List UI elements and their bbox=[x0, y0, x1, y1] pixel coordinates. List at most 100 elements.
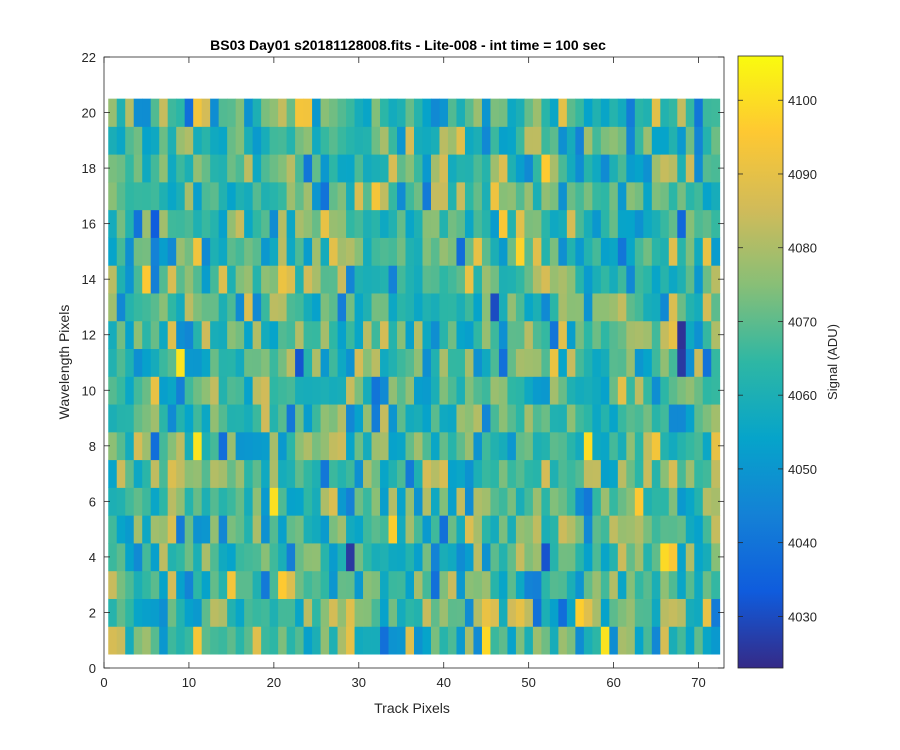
heatmap-cell bbox=[218, 487, 228, 516]
heatmap-cell bbox=[600, 376, 610, 405]
heatmap-cell bbox=[133, 154, 143, 183]
heatmap-cell bbox=[354, 98, 364, 127]
heatmap-cell bbox=[159, 320, 169, 350]
heatmap-cell bbox=[634, 626, 644, 655]
heatmap-cell bbox=[498, 431, 508, 461]
heatmap-cell bbox=[651, 431, 661, 461]
heatmap-cell bbox=[711, 376, 721, 405]
heatmap-cell bbox=[371, 181, 381, 211]
heatmap-cell bbox=[388, 293, 398, 322]
heatmap-cell bbox=[320, 487, 330, 516]
heatmap-cell bbox=[668, 348, 678, 377]
heatmap-cell bbox=[430, 181, 440, 211]
heatmap-cell bbox=[422, 598, 432, 627]
heatmap-cell bbox=[422, 487, 432, 516]
heatmap-cell bbox=[184, 543, 194, 572]
heatmap-cell bbox=[210, 320, 220, 350]
heatmap-cell bbox=[456, 570, 466, 599]
heatmap-cell bbox=[380, 515, 389, 544]
heatmap-cell bbox=[346, 598, 355, 627]
heatmap-cell bbox=[473, 626, 483, 655]
heatmap-cell bbox=[159, 265, 169, 294]
heatmap-cell bbox=[549, 126, 559, 155]
heatmap-cell bbox=[702, 293, 712, 322]
heatmap-cell bbox=[600, 543, 610, 572]
x-tick-label: 30 bbox=[352, 675, 366, 690]
heatmap-cell bbox=[575, 459, 585, 488]
heatmap-cell bbox=[380, 626, 389, 655]
heatmap-cell bbox=[380, 293, 389, 322]
heatmap-cell bbox=[388, 320, 398, 350]
heatmap-cell bbox=[575, 487, 585, 516]
heatmap-cell bbox=[235, 320, 245, 350]
heatmap-cell bbox=[397, 154, 406, 183]
heatmap-cell bbox=[414, 98, 423, 127]
heatmap-cell bbox=[380, 431, 389, 461]
colorbar-label: Signal (ADU) bbox=[825, 324, 840, 400]
heatmap-cell bbox=[490, 293, 500, 322]
heatmap-cell bbox=[643, 265, 653, 294]
heatmap-cell bbox=[218, 320, 228, 350]
heatmap-cell bbox=[668, 237, 678, 266]
heatmap-cell bbox=[142, 209, 152, 238]
heatmap-cell bbox=[609, 348, 619, 377]
heatmap-cell bbox=[464, 181, 474, 211]
heatmap-cell bbox=[609, 487, 619, 516]
heatmap-cell bbox=[685, 459, 695, 488]
heatmap-cell bbox=[532, 320, 542, 350]
heatmap-cell bbox=[532, 376, 542, 405]
heatmap-cell bbox=[405, 209, 415, 238]
heatmap-cell bbox=[261, 181, 271, 211]
heatmap-cell bbox=[566, 515, 576, 544]
heatmap-cell bbox=[414, 459, 423, 488]
heatmap-cell bbox=[583, 293, 593, 322]
heatmap-cell bbox=[668, 209, 678, 238]
heatmap-cell bbox=[473, 404, 483, 433]
heatmap-cell bbox=[252, 626, 262, 655]
heatmap-cell bbox=[312, 320, 321, 350]
heatmap-cell bbox=[711, 237, 721, 266]
heatmap-cell bbox=[592, 181, 602, 211]
heatmap-cell bbox=[677, 265, 687, 294]
heatmap-cell bbox=[116, 515, 126, 544]
heatmap-cell bbox=[320, 626, 330, 655]
heatmap-cell bbox=[524, 265, 534, 294]
heatmap-cell bbox=[388, 126, 398, 155]
heatmap-cell bbox=[244, 459, 254, 488]
heatmap-cell bbox=[201, 265, 211, 294]
heatmap-cell bbox=[218, 237, 228, 266]
heatmap-cell bbox=[498, 348, 508, 377]
heatmap-cell bbox=[388, 237, 398, 266]
heatmap-cell bbox=[388, 459, 398, 488]
heatmap-cell bbox=[694, 598, 704, 627]
heatmap-cell bbox=[668, 459, 678, 488]
heatmap-cell bbox=[600, 431, 610, 461]
heatmap-cell bbox=[481, 459, 491, 488]
heatmap-cell bbox=[702, 126, 712, 155]
heatmap-cell bbox=[524, 181, 534, 211]
heatmap-cell bbox=[329, 154, 338, 183]
heatmap-cell bbox=[685, 431, 695, 461]
heatmap-cell bbox=[329, 237, 338, 266]
heatmap-cell bbox=[133, 376, 143, 405]
heatmap-cell bbox=[634, 487, 644, 516]
heatmap-cell bbox=[473, 98, 483, 127]
heatmap-cell bbox=[532, 126, 542, 155]
heatmap-cell bbox=[464, 570, 474, 599]
heatmap-cell bbox=[592, 570, 602, 599]
heatmap-cell bbox=[677, 237, 687, 266]
heatmap-cell bbox=[388, 265, 398, 294]
heatmap-cell bbox=[295, 376, 304, 405]
heatmap-cell bbox=[150, 126, 160, 155]
heatmap-cell bbox=[346, 98, 355, 127]
y-tick-label: 20 bbox=[82, 106, 96, 121]
heatmap-cell bbox=[541, 626, 551, 655]
heatmap-cell bbox=[617, 209, 627, 238]
heatmap-cell bbox=[447, 209, 457, 238]
heatmap-cell bbox=[685, 154, 695, 183]
heatmap-cell bbox=[626, 98, 636, 127]
heatmap-cell bbox=[210, 431, 220, 461]
heatmap-cell bbox=[303, 431, 313, 461]
heatmap-cell bbox=[193, 598, 203, 627]
heatmap-cell bbox=[473, 598, 483, 627]
